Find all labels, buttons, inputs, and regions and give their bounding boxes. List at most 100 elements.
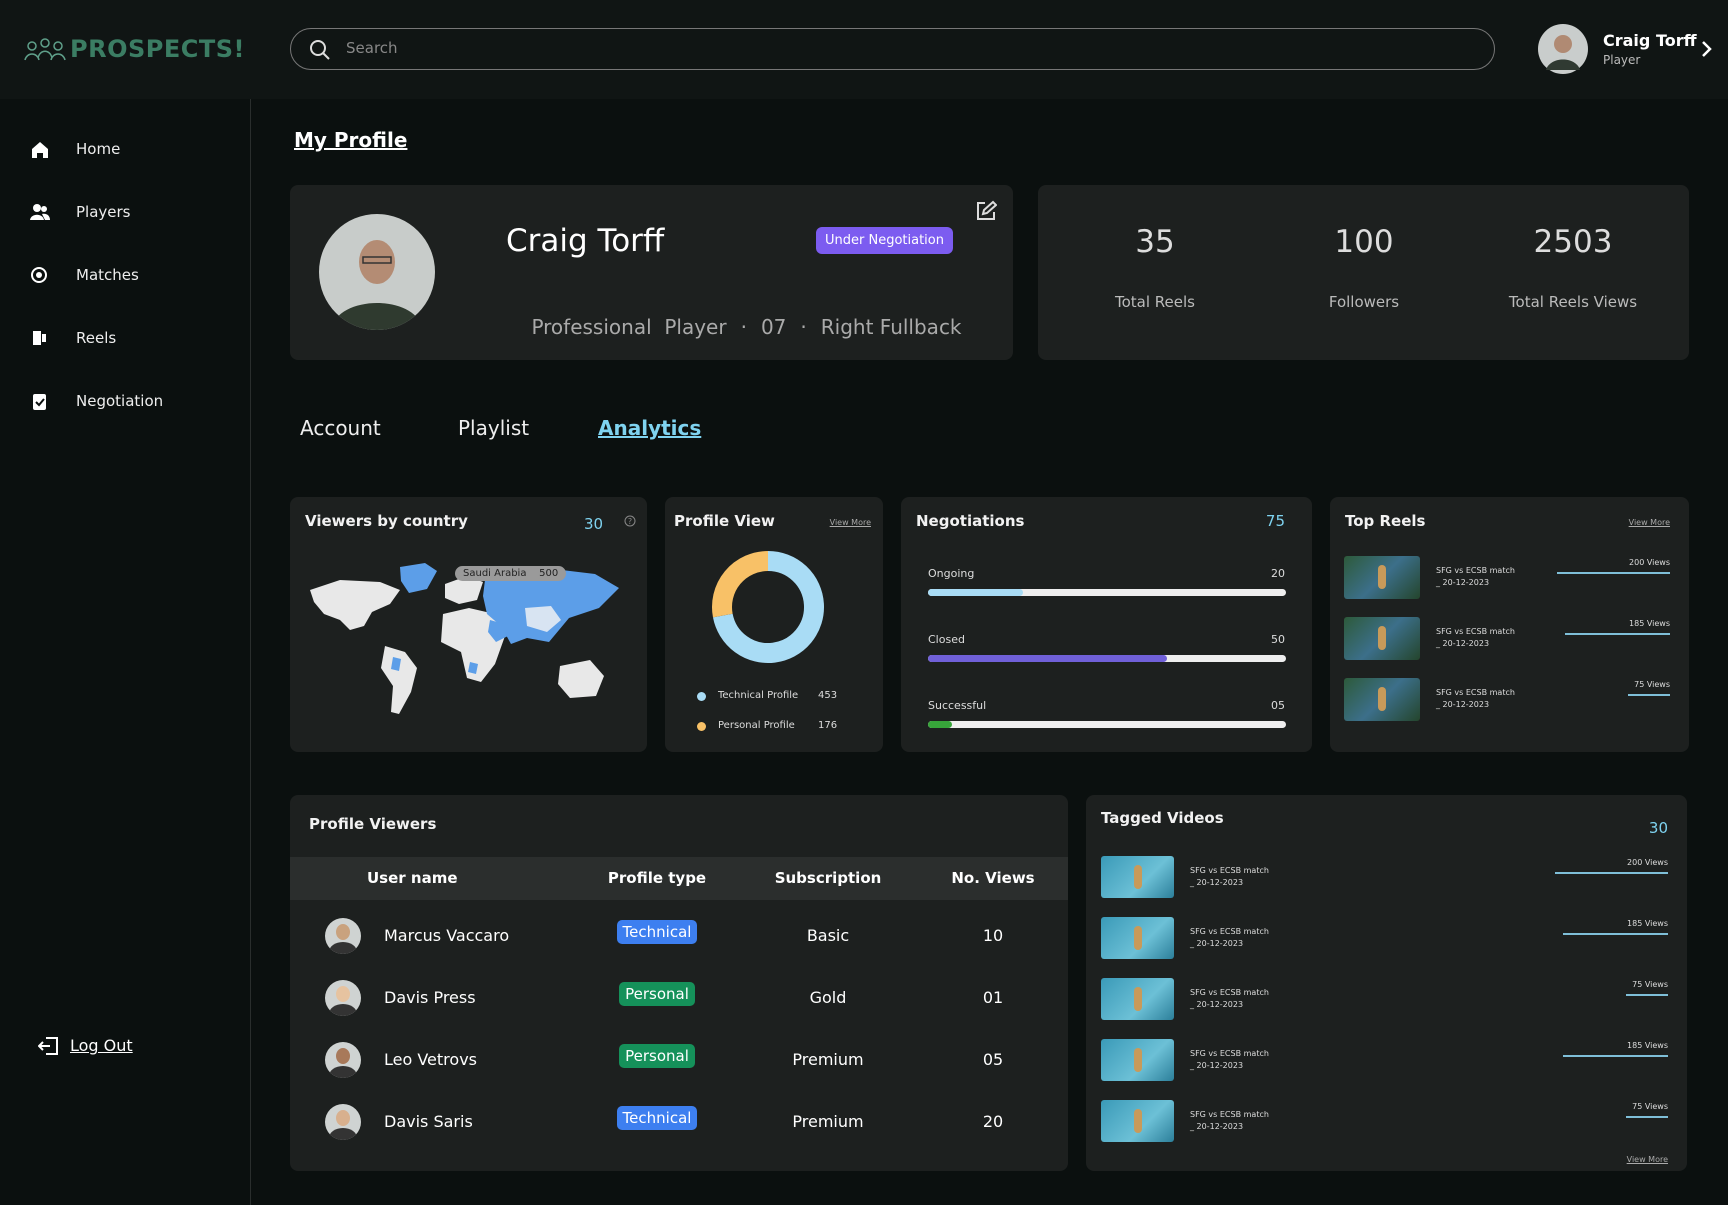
help-icon[interactable]: ? bbox=[624, 515, 636, 527]
nav-item[interactable]: Players bbox=[76, 203, 131, 221]
card-title: Profile View bbox=[674, 512, 775, 530]
thumbnail[interactable] bbox=[1344, 555, 1420, 599]
thumb-figure bbox=[1378, 687, 1386, 711]
user-role: Player bbox=[1603, 53, 1641, 67]
views: 10 bbox=[982, 926, 1004, 945]
view-more[interactable]: View More bbox=[1626, 1155, 1668, 1164]
table-header bbox=[290, 857, 1068, 900]
subscription: Premium bbox=[792, 1112, 864, 1131]
thumb-figure bbox=[1133, 926, 1142, 950]
row-avatar bbox=[325, 1104, 361, 1140]
nav-item[interactable]: Reels bbox=[76, 329, 117, 347]
legend-label: Personal Profile bbox=[718, 720, 795, 731]
thumb-figure bbox=[1133, 1109, 1142, 1133]
column-header: User name bbox=[367, 869, 458, 887]
avatar-face bbox=[336, 1110, 350, 1126]
views-label: 185 Views bbox=[1627, 919, 1668, 928]
column-header: No. Views bbox=[951, 869, 1035, 887]
count: 30 bbox=[584, 515, 604, 533]
logout[interactable]: Log Out bbox=[70, 1036, 133, 1055]
thumbnail[interactable] bbox=[1101, 1039, 1174, 1081]
tab[interactable]: Account bbox=[300, 416, 381, 440]
video-title: SFG vs ECSB match bbox=[1436, 688, 1515, 697]
nav-item[interactable]: Matches bbox=[76, 266, 139, 284]
video-date: _ 20-12-2023 bbox=[1190, 939, 1244, 948]
stat-value: 2503 bbox=[1533, 224, 1613, 260]
detail: 07 bbox=[760, 315, 787, 339]
profile-details: Professional Player · 07 · Right Fullback bbox=[531, 315, 962, 339]
card-title: Negotiations bbox=[916, 512, 1025, 530]
video-date: _ 20-12-2023 bbox=[1436, 639, 1490, 648]
video-date: _ 20-12-2023 bbox=[1190, 1122, 1244, 1131]
view-more[interactable]: View More bbox=[1628, 518, 1670, 527]
chevron[interactable] bbox=[1700, 40, 1712, 58]
stat-label: Followers bbox=[1328, 293, 1400, 311]
profile-type-badge: Personal bbox=[577, 1044, 737, 1068]
video-title: SFG vs ECSB match bbox=[1436, 566, 1515, 575]
badge: Personal bbox=[619, 982, 695, 1006]
nav-item[interactable]: Negotiation bbox=[76, 392, 164, 410]
profile-name: Craig Torff bbox=[506, 223, 665, 259]
edit-icon[interactable] bbox=[975, 200, 997, 222]
stat-label: Total Reels bbox=[1115, 293, 1195, 311]
tab[interactable]: Analytics bbox=[598, 416, 702, 440]
user-name: Davis Press bbox=[384, 988, 476, 1007]
negotiation-value: 05 bbox=[1271, 699, 1285, 712]
column-header: Profile type bbox=[607, 869, 707, 887]
thumbnail[interactable] bbox=[1101, 1100, 1174, 1142]
thumb-figure bbox=[1378, 626, 1386, 650]
profile-type-badge: Personal bbox=[577, 982, 737, 1006]
user-name: Craig Torff bbox=[1603, 31, 1697, 50]
tooltip-value: 500 bbox=[539, 568, 559, 579]
user-name: Marcus Vaccaro bbox=[384, 926, 510, 945]
row-avatar bbox=[325, 918, 361, 954]
views-label: 75 Views bbox=[1632, 1102, 1668, 1111]
tab[interactable]: Playlist bbox=[458, 416, 530, 440]
avatar-face bbox=[336, 986, 350, 1002]
views-label: 75 Views bbox=[1632, 980, 1668, 989]
views: 20 bbox=[982, 1112, 1004, 1131]
progress-bar bbox=[928, 589, 1024, 596]
progress-bar bbox=[928, 655, 1167, 662]
nav-item[interactable]: Home bbox=[76, 140, 121, 158]
thumbnail[interactable] bbox=[1101, 856, 1174, 898]
views-line bbox=[1625, 994, 1668, 996]
map-tooltip: Saudi Arabia 500 bbox=[455, 566, 567, 581]
thumb-figure bbox=[1133, 987, 1142, 1011]
avatar-body bbox=[329, 942, 357, 954]
thumbnail[interactable] bbox=[1101, 917, 1174, 959]
negotiation-total: 75 bbox=[1265, 512, 1285, 530]
card-title: Tagged Videos bbox=[1101, 809, 1224, 827]
profile-type-badge: Technical bbox=[577, 920, 737, 944]
negotiation-label: Successful bbox=[928, 699, 987, 712]
views-line bbox=[1625, 1116, 1668, 1118]
negotiations-card: Negotiations 75 Ongoing 20 Closed 50 Success… bbox=[901, 497, 1312, 752]
thumbnail[interactable] bbox=[1101, 978, 1174, 1020]
brand: PROSPECTS! bbox=[70, 35, 245, 63]
avatar-body bbox=[329, 1128, 357, 1140]
avatar-face bbox=[336, 924, 350, 940]
view-more[interactable]: View More bbox=[829, 518, 871, 527]
subscription: Gold bbox=[809, 988, 847, 1007]
video-title: SFG vs ECSB match bbox=[1190, 866, 1269, 875]
stat-label: Total Reels Views bbox=[1508, 293, 1638, 311]
stat-value: 35 bbox=[1135, 224, 1175, 260]
views-label: 185 Views bbox=[1627, 1041, 1668, 1050]
top-bar: PROSPECTS! Search Craig Torff Player bbox=[0, 0, 1728, 99]
world-map bbox=[310, 563, 619, 714]
views-label: 200 Views bbox=[1629, 558, 1670, 567]
profile-view-card: Profile View View More Technical Profile… bbox=[665, 497, 883, 752]
user-avatar[interactable] bbox=[1538, 24, 1588, 74]
page-title: My Profile bbox=[294, 128, 408, 152]
video-date: _ 20-12-2023 bbox=[1436, 700, 1490, 709]
thumbnail[interactable] bbox=[1344, 616, 1420, 660]
thumb-figure bbox=[1133, 1048, 1142, 1072]
avatar-body bbox=[329, 1066, 357, 1078]
badge: Technical bbox=[616, 1106, 698, 1130]
search-box[interactable]: Search bbox=[290, 28, 1495, 70]
sidebar bbox=[0, 99, 251, 1205]
profile-viewers-card: Profile Viewers User name Profile type Sub… bbox=[290, 795, 1068, 1171]
thumb-figure bbox=[1378, 565, 1386, 589]
thumbnail[interactable] bbox=[1344, 677, 1420, 721]
